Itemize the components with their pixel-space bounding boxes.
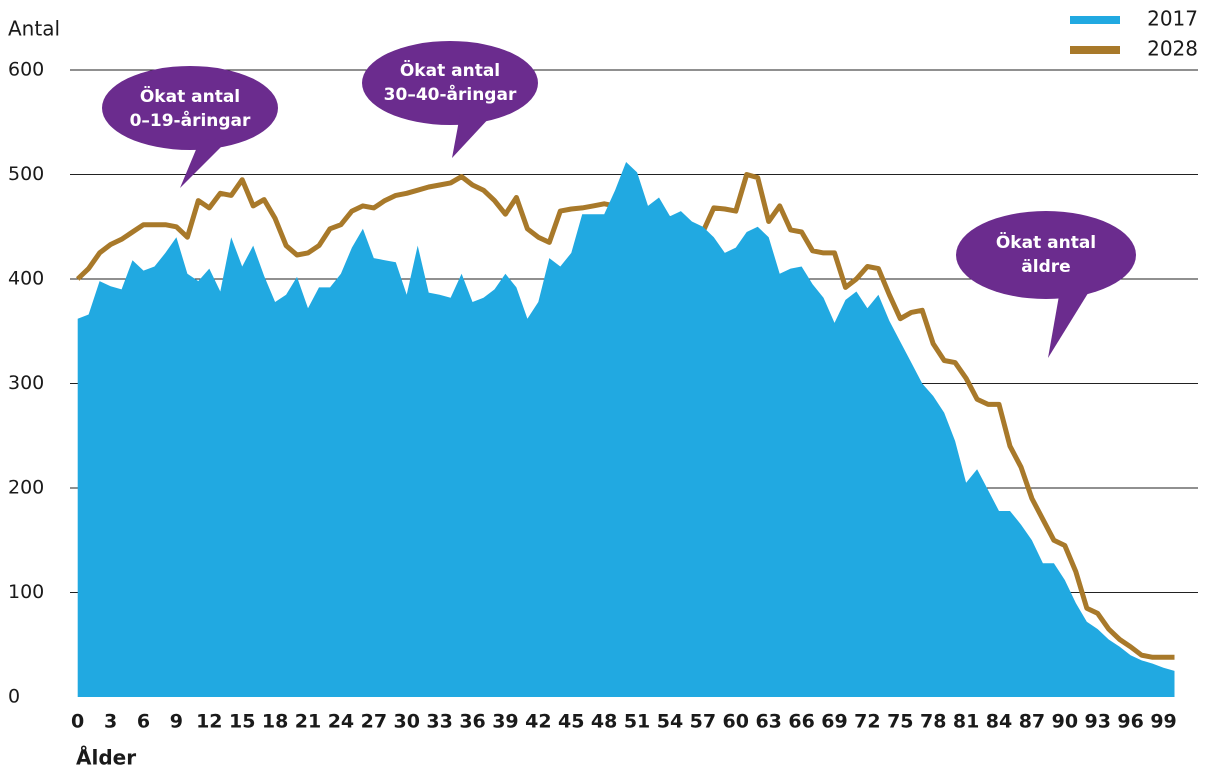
y-axis-label: Antal xyxy=(8,17,60,41)
x-tick-label: 81 xyxy=(953,711,979,733)
bubble-text: 30–40-åringar xyxy=(384,83,517,105)
x-tick-label: 48 xyxy=(591,711,617,733)
x-tick-label: 90 xyxy=(1052,711,1078,733)
y-tick-label: 400 xyxy=(8,268,44,290)
x-tick-label: 18 xyxy=(262,711,288,733)
legend-swatch xyxy=(1070,16,1120,24)
bubble-text: 0–19-åringar xyxy=(130,109,251,131)
x-tick-label: 9 xyxy=(170,711,183,733)
x-tick-label: 39 xyxy=(492,711,518,733)
y-tick-label: 0 xyxy=(8,686,20,708)
bubble-tail xyxy=(452,115,492,158)
x-tick-label: 87 xyxy=(1019,711,1045,733)
x-tick-label: 27 xyxy=(361,711,387,733)
bubble-text: Ökat antal xyxy=(996,231,1096,253)
x-tick-label: 0 xyxy=(71,711,84,733)
x-tick-label: 96 xyxy=(1117,711,1143,733)
x-tick-label: 12 xyxy=(196,711,222,733)
x-tick-label: 21 xyxy=(295,711,321,733)
x-tick-label: 24 xyxy=(328,711,354,733)
x-tick-label: 45 xyxy=(558,711,584,733)
x-tick-label: 3 xyxy=(104,711,117,733)
bubble-text: äldre xyxy=(1021,257,1070,277)
bubble: Ökat antal 0–19-åringar xyxy=(102,66,278,188)
x-tick-label: 6 xyxy=(137,711,150,733)
x-tick-label: 84 xyxy=(986,711,1012,733)
x-tick-label: 72 xyxy=(854,711,880,733)
x-tick-label: 99 xyxy=(1150,711,1176,733)
x-tick-label: 60 xyxy=(723,711,749,733)
x-tick-label: 51 xyxy=(624,711,650,733)
x-tick-label: 63 xyxy=(755,711,781,733)
y-tick-label: 200 xyxy=(8,477,44,499)
x-tick-label: 69 xyxy=(821,711,847,733)
bubble-shape xyxy=(956,211,1136,299)
x-tick-label: 75 xyxy=(887,711,913,733)
legend-swatch xyxy=(1070,46,1120,54)
legend: 2017 2028 xyxy=(1070,7,1198,61)
bubble-shape xyxy=(102,66,278,150)
x-tick-label: 57 xyxy=(690,711,716,733)
x-tick-label: 93 xyxy=(1085,711,1111,733)
y-tick-label: 100 xyxy=(8,581,44,603)
bubble-text: Ökat antal xyxy=(400,59,500,81)
x-tick-label: 66 xyxy=(788,711,814,733)
x-tick-label: 33 xyxy=(426,711,452,733)
x-tick-label: 54 xyxy=(657,711,683,733)
bubble: Ökat antal 30–40-åringar xyxy=(362,41,538,158)
y-tick-label: 300 xyxy=(8,372,44,394)
legend-label: 2028 xyxy=(1147,37,1198,61)
bubble-tail xyxy=(1048,290,1090,358)
bubble-text: Ökat antal xyxy=(140,85,240,107)
legend-label: 2017 xyxy=(1147,7,1198,31)
area xyxy=(77,162,1175,697)
bubble: Ökat antal äldre xyxy=(956,211,1136,358)
x-tick-label: 15 xyxy=(229,711,255,733)
bubble-shape xyxy=(362,41,538,125)
bubble-tail xyxy=(180,138,230,188)
marks xyxy=(75,162,1175,697)
x-tick-label: 30 xyxy=(394,711,420,733)
x-tick-label: 42 xyxy=(525,711,551,733)
x-axis-label: Ålder xyxy=(76,746,136,769)
x-tick-label: 78 xyxy=(920,711,946,733)
y-tick-label: 600 xyxy=(8,59,44,81)
y-tick-label: 500 xyxy=(8,163,44,185)
x-tick-label: 36 xyxy=(459,711,485,733)
